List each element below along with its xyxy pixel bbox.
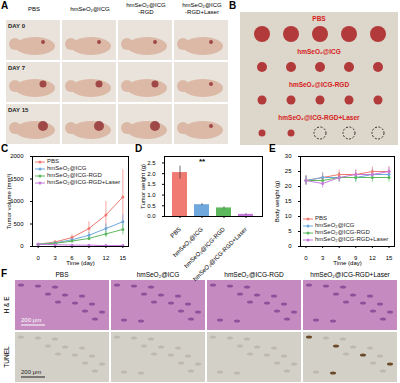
svg-text:hmSeO₂@ICG: hmSeO₂@ICG — [297, 48, 341, 55]
svg-text:500: 500 — [13, 221, 24, 227]
html-text:PBS: PBS — [315, 215, 327, 221]
svg-text:TUNEL: TUNEL — [3, 346, 10, 368]
svg-text:C: C — [1, 143, 8, 154]
svg-text:PBS: PBS — [28, 6, 40, 12]
svg-text:Time (day): Time (day) — [66, 260, 94, 266]
svg-text:200 μm: 200 μm — [21, 369, 41, 375]
svg-text:15: 15 — [120, 255, 127, 261]
svg-text:9: 9 — [354, 254, 358, 261]
html-text:hmSeO₂@ICG-RGD: hmSeO₂@ICG-RGD — [315, 229, 370, 235]
svg-text:PBS: PBS — [169, 226, 182, 239]
svg-text:1500: 1500 — [10, 176, 24, 182]
svg-text:0: 0 — [288, 243, 292, 249]
svg-text:hmSeO₂@ICG: hmSeO₂@ICG — [126, 2, 166, 8]
svg-text:**: ** — [199, 157, 206, 166]
svg-text:10: 10 — [285, 213, 292, 219]
svg-text:hmSeO₂@ICG: hmSeO₂@ICG — [70, 6, 110, 12]
svg-text:6: 6 — [337, 254, 341, 261]
svg-text:15: 15 — [285, 198, 292, 204]
svg-text:15: 15 — [386, 255, 393, 261]
svg-text:hmSeO₂@ICG: hmSeO₂@ICG — [137, 271, 180, 278]
svg-text:H & E: H & E — [3, 296, 10, 314]
svg-text:A: A — [1, 0, 8, 11]
svg-text:Tumor weight (g): Tumor weight (g) — [140, 164, 146, 209]
svg-text:hmSeO₂@ICG-RGD: hmSeO₂@ICG-RGD — [289, 81, 349, 88]
svg-text:6: 6 — [70, 254, 74, 261]
svg-text:2.0: 2.0 — [147, 171, 156, 177]
svg-text:D: D — [135, 143, 142, 154]
svg-text:hmSeO₂@ICG-RGD+Laser: hmSeO₂@ICG-RGD+Laser — [278, 114, 360, 121]
svg-text:3: 3 — [53, 255, 57, 261]
svg-text:2.5: 2.5 — [147, 160, 156, 166]
svg-text:9: 9 — [87, 254, 91, 261]
svg-text:B: B — [229, 0, 236, 11]
svg-text:E: E — [269, 143, 276, 154]
svg-text:F: F — [1, 268, 7, 279]
svg-text:DAY 15: DAY 15 — [8, 107, 29, 113]
svg-text:12: 12 — [103, 255, 110, 261]
html-text:hmSeO₂@ICG-RGD+Laser: hmSeO₂@ICG-RGD+Laser — [315, 236, 389, 242]
svg-text:0: 0 — [20, 243, 24, 249]
svg-text:3: 3 — [321, 255, 325, 261]
svg-text:25: 25 — [285, 168, 292, 174]
html-text:hmSeO₂@ICG-RGD: hmSeO₂@ICG-RGD — [47, 172, 102, 178]
svg-text:200 μm: 200 μm — [21, 317, 41, 323]
svg-text:1.0: 1.0 — [147, 192, 156, 198]
html-text:hmSeO₂@ICG: hmSeO₂@ICG — [315, 222, 355, 228]
svg-text:-RGD: -RGD — [138, 9, 154, 15]
svg-text:0.0: 0.0 — [147, 213, 156, 219]
svg-text:0.5: 0.5 — [147, 203, 156, 209]
svg-text:DAY 0: DAY 0 — [8, 23, 26, 29]
svg-text:hmSeO₂@ICG-RGD: hmSeO₂@ICG-RGD — [224, 271, 284, 278]
svg-text:Time (day): Time (day) — [333, 260, 361, 266]
svg-text:-RGD+Laser: -RGD+Laser — [185, 9, 219, 15]
svg-text:1.5: 1.5 — [147, 181, 156, 187]
svg-text:DAY 7: DAY 7 — [8, 65, 26, 71]
svg-text:12: 12 — [369, 255, 376, 261]
svg-text:0: 0 — [36, 255, 40, 261]
svg-text:5: 5 — [288, 228, 292, 234]
svg-text:PBS: PBS — [55, 271, 69, 278]
svg-text:30: 30 — [285, 153, 292, 159]
html-text:PBS: PBS — [47, 158, 59, 164]
svg-text:hmSeO₂@ICG: hmSeO₂@ICG — [182, 2, 222, 8]
svg-text:PBS: PBS — [312, 15, 326, 22]
svg-text:hmSeO₂@ICG-RGD+Laser: hmSeO₂@ICG-RGD+Laser — [192, 226, 248, 282]
svg-text:hmSeO₂@ICG-RGD: hmSeO₂@ICG-RGD — [183, 226, 226, 269]
svg-text:2000: 2000 — [10, 153, 24, 159]
svg-text:hmSeO₂@ICG-RGD+Laser: hmSeO₂@ICG-RGD+Laser — [310, 271, 390, 278]
html-text:hmSeO₂@ICG-RGD+Laser: hmSeO₂@ICG-RGD+Laser — [47, 179, 121, 185]
svg-text:Tumor volume (mm³): Tumor volume (mm³) — [6, 174, 12, 230]
svg-text:1000: 1000 — [10, 198, 24, 204]
svg-text:Body weight (g): Body weight (g) — [274, 181, 280, 223]
svg-text:0: 0 — [304, 255, 308, 261]
svg-text:20: 20 — [285, 183, 292, 189]
html-text:hmSeO₂@ICG: hmSeO₂@ICG — [47, 165, 87, 171]
